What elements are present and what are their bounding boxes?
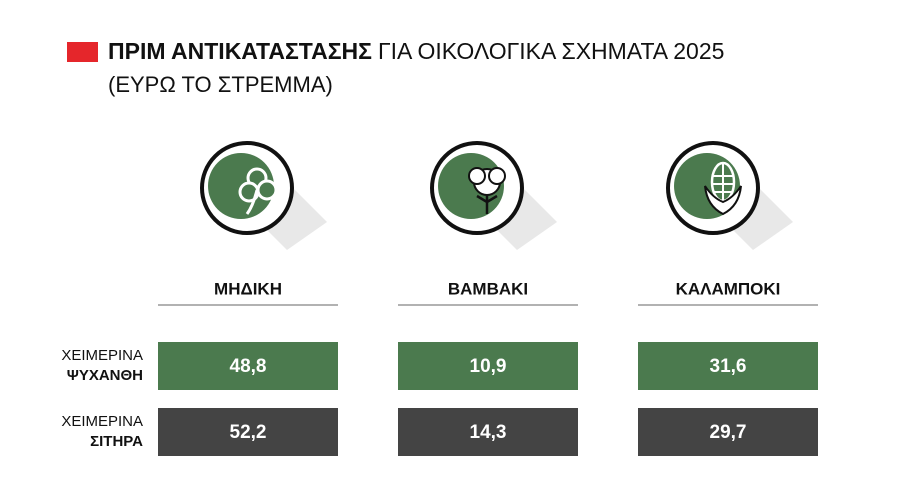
cell-box: [158, 342, 338, 390]
cell-value: 48,8: [230, 356, 267, 377]
title: ΠΡΙΜ ΑΝΤΙΚΑΤΑΣΤΑΣΗΣ ΓΙΑ ΟΙΚΟΛΟΓΙΚΑ ΣΧΗΜΑΤ…: [108, 38, 724, 64]
cell-value: 31,6: [710, 356, 747, 377]
title-rest: ΓΙΑ ΟΙΚΟΛΟΓΙΚΑ ΣΧΗΜΑΤΑ 2025: [378, 38, 724, 64]
clover-icon: [200, 141, 327, 250]
row-label-bottom: ΨΥΧΑΝΘΗ: [67, 367, 143, 384]
table: ΜΗΔΙΚΗ ΒΑΜΒΑΚΙ ΚΑΛΑΜΠΟΚΙ ΧΕΙΜΕΡΙΝΑ ΨΥΧΑΝΘΗ 48…: [61, 279, 818, 456]
column-header: ΒΑΜΒΑΚΙ: [448, 279, 528, 298]
cell-value: 52,2: [230, 422, 267, 443]
column-header: ΚΑΛΑΜΠΟΚΙ: [676, 279, 781, 298]
row-label-top: ΧΕΙΜΕΡΙΝΑ: [61, 413, 143, 430]
cotton-icon: [430, 141, 557, 250]
cell-box: [158, 408, 338, 456]
title-bold: ΠΡΙΜ ΑΝΤΙΚΑΤΑΣΤΑΣΗΣ: [108, 38, 372, 64]
cell-box: [398, 408, 578, 456]
title-marker: [67, 42, 98, 62]
cell-value: 14,3: [470, 422, 507, 443]
cell-value: 29,7: [710, 422, 747, 443]
cell-box: [638, 342, 818, 390]
subtitle: (ΕΥΡΩ ΤΟ ΣΤΡΕΜΜΑ): [108, 72, 333, 97]
cell-value: 10,9: [470, 356, 507, 377]
column-header: ΜΗΔΙΚΗ: [214, 279, 282, 298]
icons: [200, 141, 793, 250]
cell-box: [638, 408, 818, 456]
cell-box: [398, 342, 578, 390]
row-label-bottom: ΣΙΤΗΡΑ: [90, 433, 143, 450]
corn-icon: [666, 141, 793, 250]
row-label-top: ΧΕΙΜΕΡΙΝΑ: [61, 347, 143, 364]
